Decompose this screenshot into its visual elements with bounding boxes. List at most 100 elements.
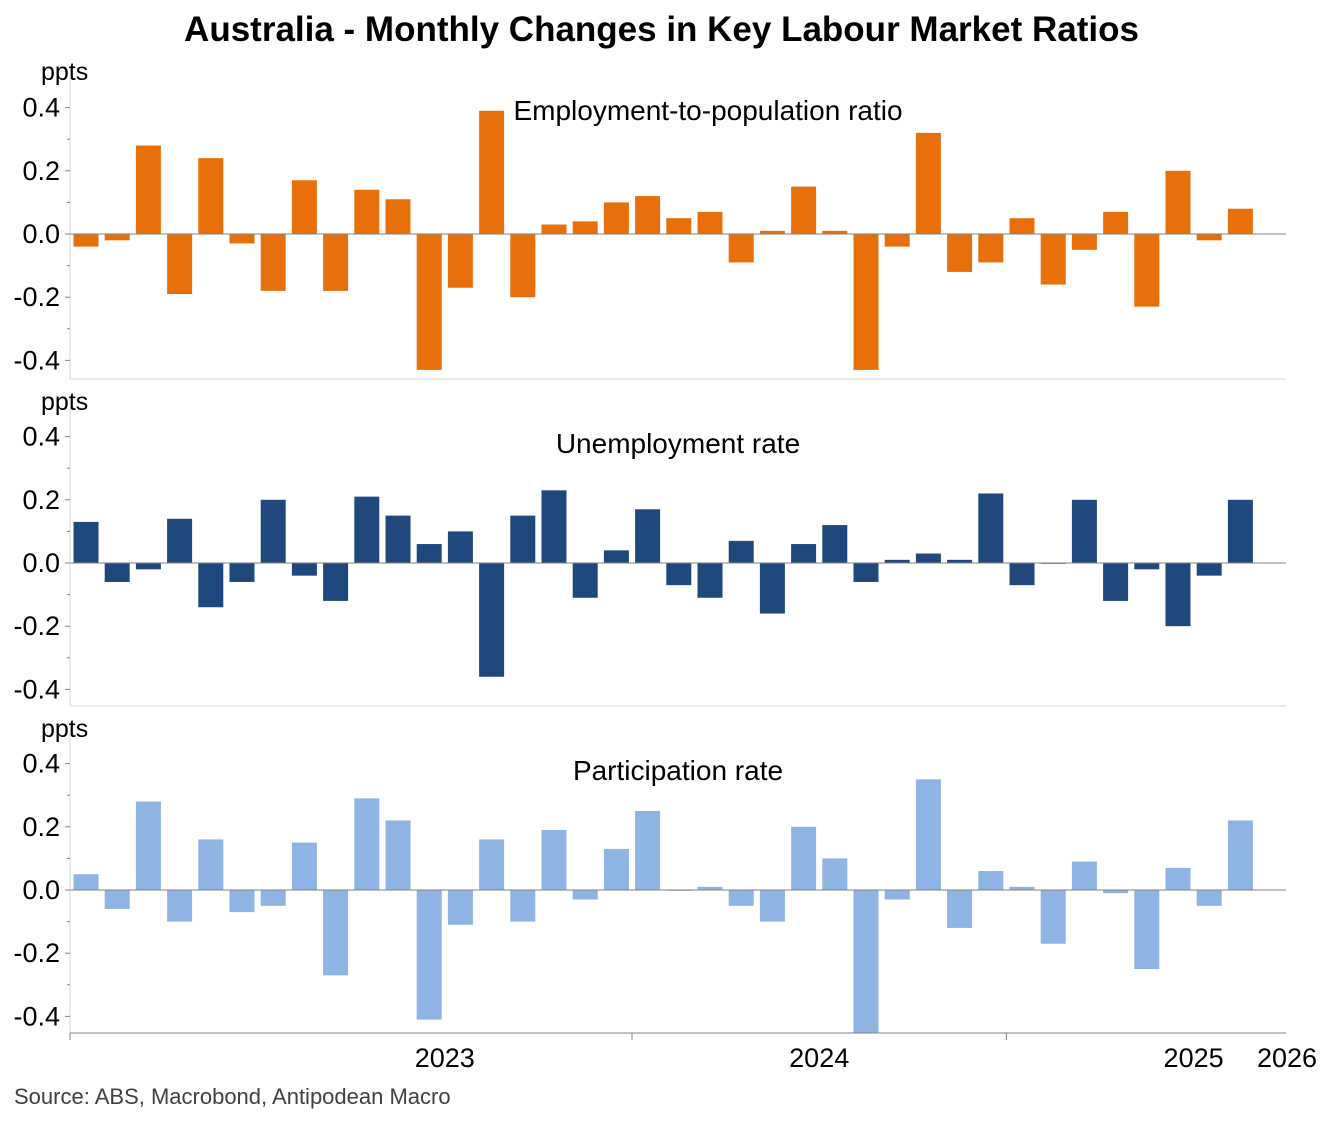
bar xyxy=(323,234,349,291)
bar xyxy=(135,801,161,890)
y-unit-label: ppts xyxy=(41,388,88,416)
bar xyxy=(260,890,286,906)
bar xyxy=(541,829,567,890)
bar xyxy=(1227,499,1253,563)
bar xyxy=(697,563,723,598)
x-tick-label: 2026 xyxy=(1257,1043,1317,1073)
bar xyxy=(1103,211,1129,234)
bar xyxy=(510,234,536,298)
bar xyxy=(728,540,754,563)
bar xyxy=(135,145,161,234)
y-tick-label: -0.2 xyxy=(13,611,60,641)
bar xyxy=(822,525,848,563)
bar xyxy=(728,890,754,906)
y-tick-label: -0.2 xyxy=(13,282,60,312)
y-tick-label: -0.4 xyxy=(13,345,60,375)
bar xyxy=(198,158,224,234)
bar xyxy=(884,234,910,247)
bar xyxy=(1071,234,1097,250)
bar xyxy=(1165,170,1191,234)
bar xyxy=(666,218,692,234)
panel-participation: ppts 0.4 0.2 0.0 -0.2 -0.4 Participation rate xyxy=(13,715,1286,1034)
bar xyxy=(541,490,567,563)
bar xyxy=(447,890,473,925)
bar xyxy=(510,515,536,563)
bar xyxy=(572,563,598,598)
bar xyxy=(1196,234,1222,241)
bar xyxy=(416,234,442,370)
x-tick-label: 2024 xyxy=(789,1043,849,1073)
bar xyxy=(104,890,130,909)
bar xyxy=(1071,861,1097,890)
source-note: Source: ABS, Macrobond, Antipodean Macro xyxy=(14,1084,451,1109)
bar xyxy=(135,563,161,570)
bar xyxy=(1134,563,1160,570)
bar xyxy=(915,779,941,890)
bar xyxy=(1134,890,1160,969)
bar xyxy=(1103,890,1129,894)
bar xyxy=(1227,208,1253,234)
y-tick-label: 0.0 xyxy=(22,875,60,905)
x-tick-label: 2025 xyxy=(1164,1043,1224,1073)
bar xyxy=(354,496,380,563)
bar xyxy=(416,890,442,1020)
bar xyxy=(572,221,598,234)
bar xyxy=(947,234,973,272)
y-unit-label: ppts xyxy=(41,58,88,86)
bar xyxy=(198,563,224,608)
bar xyxy=(791,544,817,563)
bar xyxy=(291,563,317,576)
y-tick-label: 0.2 xyxy=(22,812,60,842)
bar xyxy=(853,563,879,582)
bar xyxy=(479,110,505,234)
chart-title: Australia - Monthly Changes in Key Labou… xyxy=(184,10,1139,49)
bar xyxy=(104,234,130,241)
bar xyxy=(479,563,505,677)
bar-series xyxy=(73,779,1253,1033)
bar xyxy=(229,563,255,582)
bar xyxy=(759,563,785,614)
bar xyxy=(635,509,661,563)
bar xyxy=(1009,218,1035,234)
y-tick-label: 0.4 xyxy=(22,749,60,779)
bar xyxy=(510,890,536,922)
bar xyxy=(603,550,629,563)
bar xyxy=(697,886,723,890)
bar xyxy=(416,544,442,563)
bar xyxy=(572,890,598,900)
bar xyxy=(260,234,286,291)
bar xyxy=(1103,563,1129,601)
bar xyxy=(1071,499,1097,563)
panel-title: Participation rate xyxy=(573,755,783,786)
bar xyxy=(635,196,661,234)
bar xyxy=(1134,234,1160,307)
bar xyxy=(291,180,317,234)
bar xyxy=(167,518,193,563)
bar xyxy=(73,874,99,890)
bar xyxy=(884,890,910,900)
bar xyxy=(822,230,848,234)
bar xyxy=(1165,563,1191,627)
bar xyxy=(978,493,1004,563)
bar xyxy=(447,531,473,563)
bar xyxy=(354,189,380,234)
bar xyxy=(759,890,785,922)
panel-title: Employment-to-population ratio xyxy=(513,95,902,126)
y-tick-label: -0.2 xyxy=(13,938,60,968)
bar xyxy=(198,839,224,890)
bar xyxy=(479,839,505,890)
bar xyxy=(541,224,567,234)
bar xyxy=(697,211,723,234)
bar xyxy=(1227,820,1253,890)
bar xyxy=(728,234,754,263)
bar xyxy=(1009,563,1035,586)
bar xyxy=(260,499,286,563)
x-axis: 2023 2024 2025 2026 xyxy=(69,1032,1317,1073)
bar xyxy=(853,234,879,370)
bar xyxy=(1196,563,1222,576)
bar-series xyxy=(73,110,1253,370)
bar xyxy=(354,798,380,890)
bar xyxy=(759,230,785,234)
bar xyxy=(323,563,349,601)
